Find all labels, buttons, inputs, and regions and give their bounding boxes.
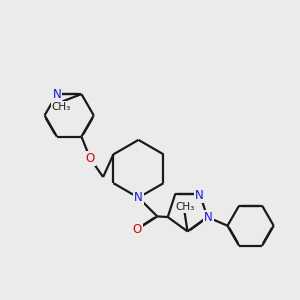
Text: N: N <box>52 88 61 100</box>
Text: N: N <box>134 191 143 204</box>
Text: CH₃: CH₃ <box>52 101 71 112</box>
Text: O: O <box>85 152 95 165</box>
Text: N: N <box>195 189 204 202</box>
Text: CH₃: CH₃ <box>175 202 194 212</box>
Text: N: N <box>204 211 213 224</box>
Text: O: O <box>132 223 142 236</box>
